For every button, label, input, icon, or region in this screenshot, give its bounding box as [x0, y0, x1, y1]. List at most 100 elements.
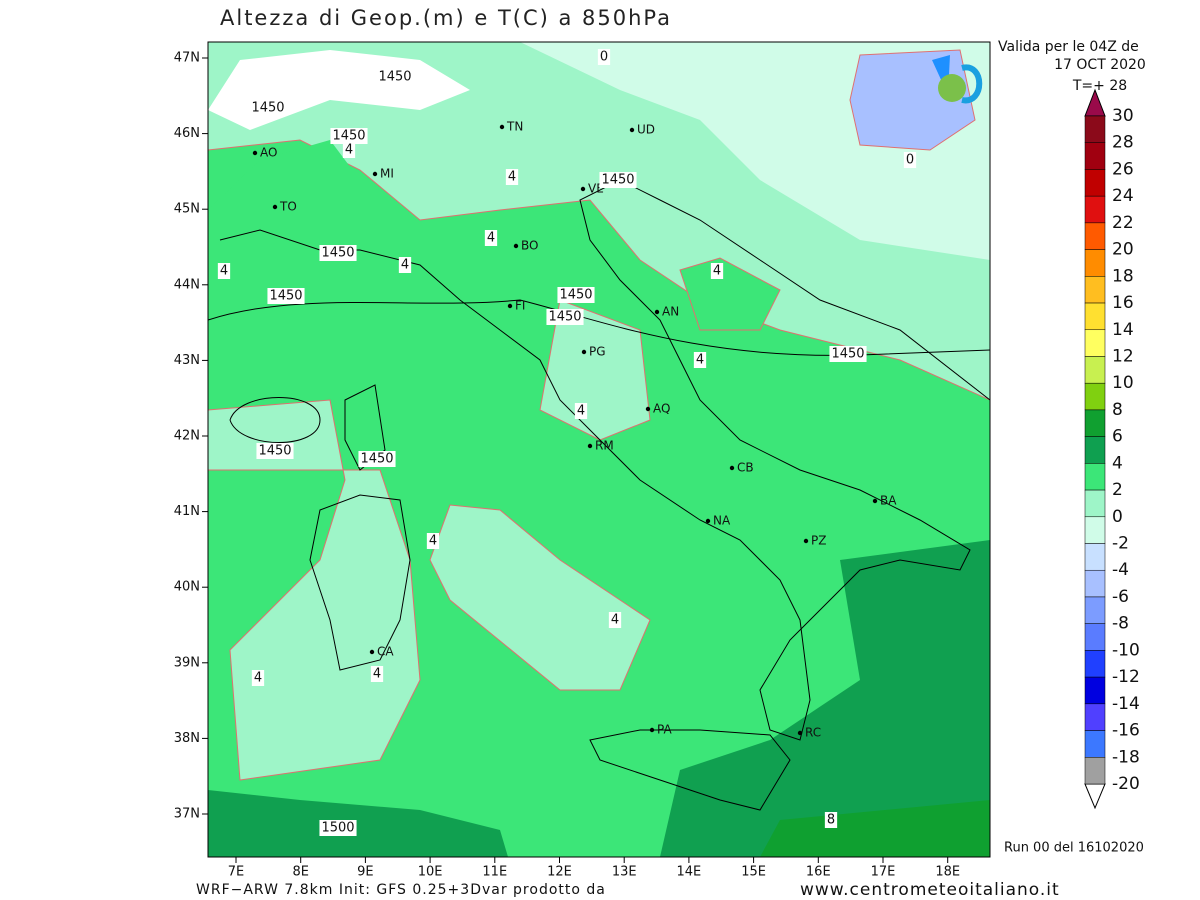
colorbar-cell	[1084, 382, 1106, 411]
contour-label-bg	[342, 142, 356, 158]
header-line: T=+ 28	[1072, 78, 1127, 94]
contour-label-bg	[557, 287, 595, 303]
contour-label: 1450	[321, 246, 354, 261]
colorbar-cell	[1084, 169, 1106, 197]
city-dot	[645, 406, 651, 412]
contour-label-bg	[710, 263, 724, 279]
city-dot	[587, 443, 593, 449]
colorbar-cell	[1084, 623, 1106, 651]
colorbar-label: 24	[1112, 186, 1134, 206]
title: Altezza di Geop.(m) e T(C) a 850hPa	[220, 6, 672, 30]
colorbar-label: 8	[1112, 400, 1123, 420]
lon-label: 11E	[482, 865, 507, 880]
contour-label-bg	[693, 352, 707, 368]
contour-label-bg	[267, 288, 305, 304]
lon-label: 16E	[806, 865, 831, 880]
city-label: RM	[595, 439, 614, 453]
city-dot	[629, 127, 635, 133]
city-dot	[272, 204, 278, 210]
contour-label-bg	[574, 403, 588, 419]
lon-label: 17E	[871, 865, 896, 880]
overlay: Valida per le 04Z de 17 OCT 2020 T=+ 28 47N…	[174, 39, 1146, 900]
city-dot	[513, 243, 519, 249]
contour-label-bg	[484, 230, 498, 246]
colorbar-bottom	[1084, 783, 1106, 810]
contour-label: 1450	[332, 129, 365, 144]
contour-label: 1450	[360, 452, 393, 467]
contour-label-bg	[319, 245, 357, 261]
lon-label: 9E	[357, 865, 374, 880]
city-dot	[252, 150, 258, 156]
contour-label-bg	[358, 451, 396, 467]
city-label: MI	[380, 167, 394, 181]
city-dot	[581, 349, 587, 355]
contour-label-bg	[249, 100, 287, 116]
city-label: UD	[637, 123, 655, 137]
city-dot	[499, 124, 505, 130]
contour-label: 4	[487, 231, 495, 246]
colorbar-cell	[1084, 276, 1106, 304]
header-line: Valida per le 04Z de	[998, 39, 1139, 55]
lat-label: 42N	[174, 429, 200, 444]
contour-label-bg	[426, 533, 440, 549]
colorbar-label: 14	[1112, 320, 1134, 340]
city-label: CA	[377, 645, 394, 659]
colorbar-cell	[1084, 516, 1106, 544]
city-label: NA	[713, 514, 731, 528]
colorbar-label: 18	[1112, 266, 1134, 286]
colorbar-label: 26	[1112, 159, 1134, 179]
colorbar-cell	[1084, 650, 1106, 678]
contour-label: 4	[401, 258, 409, 273]
city-dot	[507, 303, 513, 309]
lat-label: 40N	[174, 580, 200, 595]
contour-label-bg	[505, 169, 519, 185]
contour-label-bg	[319, 820, 357, 836]
colorbar-label: 30	[1112, 106, 1134, 126]
contour-label-bg	[256, 443, 294, 459]
coastlines	[208, 179, 990, 811]
contour-label: 0	[906, 153, 914, 168]
city-dot	[872, 498, 878, 504]
lon-label: 10E	[418, 865, 443, 880]
contour-label-bg	[217, 263, 231, 279]
colorbar-cell	[1084, 115, 1106, 143]
lon-label: 13E	[612, 865, 637, 880]
lat-label: 47N	[174, 51, 200, 66]
colorbar-cell	[1084, 329, 1106, 357]
contour-label: 8	[827, 813, 835, 828]
city-dot	[705, 518, 711, 524]
contour-label: 4	[345, 143, 353, 158]
contour-label: 1450	[559, 288, 592, 303]
colorbar-cell	[1084, 703, 1106, 731]
site-link: www.centrometeoitaliano.it	[800, 880, 1060, 900]
city-dot	[803, 538, 809, 544]
colorbar-label: 16	[1112, 293, 1134, 313]
colorbar-label: -10	[1112, 640, 1140, 660]
contour-label: 1500	[321, 821, 354, 836]
contour-label-bg	[824, 812, 838, 828]
colorbar-cell	[1084, 676, 1106, 705]
lat-label: 43N	[174, 353, 200, 368]
colorbar-label: 0	[1112, 507, 1123, 527]
contour-label: 4	[254, 671, 262, 686]
city-label: PA	[657, 723, 672, 737]
contour-label-bg	[376, 69, 414, 85]
lat-label: 38N	[174, 731, 200, 746]
contour-label-bg	[829, 346, 867, 362]
run-label: Run 00 del 16102020	[1004, 841, 1144, 856]
logo	[932, 55, 983, 104]
city-label: RC	[805, 726, 821, 740]
colorbar-cell	[1084, 730, 1106, 758]
city-label: TO	[279, 200, 297, 214]
city-label: BO	[521, 239, 538, 253]
colorbar-label: 22	[1112, 213, 1134, 233]
city-label: BA	[880, 494, 897, 508]
colorbar-cell	[1084, 356, 1106, 384]
credit: WRF−ARW 7.8km Init: GFS 0.25+3Dvar prodo…	[196, 882, 606, 898]
city-dot	[369, 649, 375, 655]
city-dot	[797, 730, 803, 736]
city-dot	[654, 309, 660, 315]
city-label: FI	[515, 299, 525, 313]
city-dot	[729, 465, 735, 471]
